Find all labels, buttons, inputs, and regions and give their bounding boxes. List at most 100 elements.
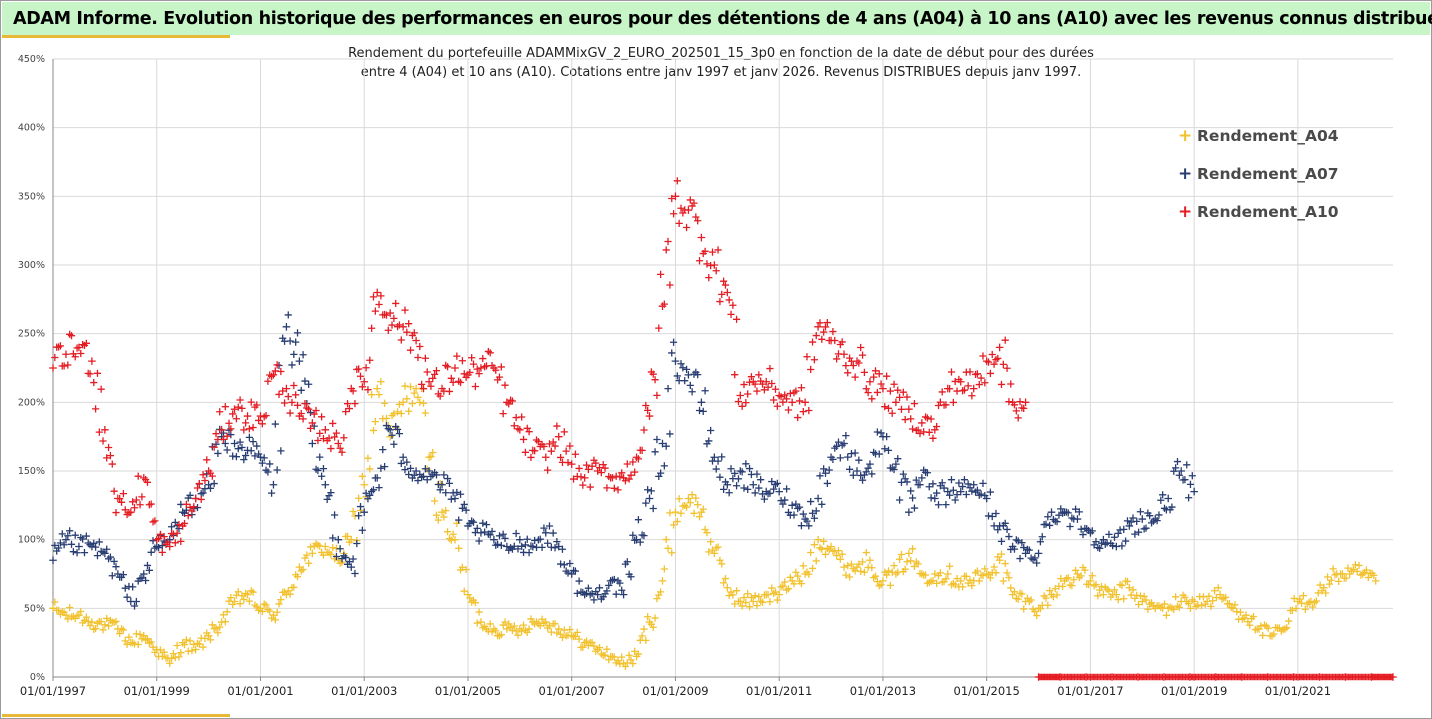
- y-tick-label: 300%: [18, 260, 45, 271]
- data-point: [71, 353, 79, 361]
- data-point: [981, 379, 989, 387]
- data-point: [795, 397, 804, 405]
- data-point: [883, 433, 891, 441]
- data-point: [657, 469, 665, 477]
- data-point: [896, 496, 904, 504]
- data-point: [727, 465, 735, 473]
- data-point: [540, 619, 548, 627]
- data-point: [871, 572, 880, 580]
- data-point: [821, 323, 830, 331]
- data-point: [1201, 600, 1209, 608]
- data-point: [582, 461, 591, 469]
- data-point: [1005, 398, 1013, 406]
- data-point: [979, 479, 987, 487]
- data-point: [744, 590, 752, 598]
- data-point: [777, 393, 785, 401]
- data-point: [810, 541, 818, 549]
- data-point: [532, 436, 541, 444]
- data-point: [758, 380, 767, 388]
- data-point: [92, 543, 100, 551]
- data-point: [230, 439, 239, 448]
- data-point: [432, 511, 441, 519]
- data-point: [1231, 601, 1239, 609]
- data-point: [453, 488, 461, 497]
- data-point: [93, 369, 102, 377]
- data-point: [962, 572, 970, 580]
- data-point: [597, 469, 605, 477]
- data-point: [1120, 595, 1128, 603]
- legend-marker-a10: +: [1178, 202, 1193, 222]
- data-point: [831, 336, 839, 345]
- data-point: [468, 354, 476, 362]
- data-point: [458, 563, 467, 571]
- data-point: [525, 428, 533, 436]
- data-point: [475, 369, 483, 378]
- data-point: [240, 595, 248, 604]
- data-point: [423, 368, 431, 376]
- data-point: [258, 420, 266, 428]
- data-point: [527, 615, 535, 623]
- data-point: [629, 660, 637, 668]
- data-point: [1292, 604, 1300, 613]
- data-point: [169, 530, 178, 538]
- data-point: [745, 464, 754, 473]
- data-point: [673, 372, 681, 380]
- data-point: [745, 378, 754, 386]
- data-point: [414, 353, 422, 362]
- data-point: [1123, 517, 1132, 525]
- data-point: [1059, 582, 1067, 591]
- data-point: [712, 267, 720, 275]
- data-point: [1260, 621, 1269, 629]
- data-point: [1110, 586, 1119, 594]
- data-point: [206, 636, 215, 644]
- data-point: [410, 389, 418, 397]
- data-point: [1327, 576, 1335, 584]
- data-point: [981, 565, 989, 573]
- data-point: [997, 380, 1006, 389]
- x-tick-label: 01/01/2021: [1265, 684, 1331, 698]
- data-point: [1136, 508, 1145, 516]
- data-point: [1001, 559, 1009, 568]
- data-point: [881, 403, 889, 411]
- data-point: [1355, 561, 1363, 570]
- data-point: [664, 385, 672, 393]
- data-point: [1316, 581, 1324, 589]
- data-point: [473, 365, 481, 373]
- data-point: [808, 564, 817, 573]
- data-point: [544, 466, 552, 474]
- data-point: [1021, 549, 1030, 558]
- data-point: [93, 619, 102, 627]
- data-point: [1323, 573, 1332, 581]
- data-point: [592, 647, 600, 655]
- data-point: [186, 491, 194, 499]
- data-point: [482, 521, 491, 529]
- data-point: [1025, 597, 1033, 606]
- data-point: [343, 400, 352, 408]
- data-point: [968, 582, 976, 590]
- data-point: [369, 486, 378, 494]
- data-point: [751, 592, 759, 600]
- data-point: [642, 401, 650, 410]
- data-point: [657, 270, 665, 278]
- data-point: [1014, 537, 1022, 545]
- data-point: [132, 496, 140, 504]
- data-point: [288, 361, 296, 369]
- data-point: [1094, 592, 1102, 600]
- data-point: [143, 478, 152, 486]
- data-point: [1042, 520, 1050, 528]
- x-tick-label: 01/01/2015: [954, 684, 1020, 698]
- data-point: [1144, 605, 1152, 613]
- data-point: [540, 524, 548, 532]
- data-point: [275, 390, 283, 399]
- data-point: [658, 577, 667, 585]
- header-title: ADAM Informe. Evolution historique des p…: [13, 9, 1432, 29]
- data-point: [103, 545, 111, 553]
- data-point: [910, 562, 919, 571]
- data-point: [675, 219, 683, 227]
- data-point: [903, 558, 911, 566]
- data-point: [490, 535, 498, 544]
- data-point: [1101, 540, 1109, 548]
- accent-bar-top: [2, 35, 230, 38]
- data-point: [479, 354, 487, 363]
- data-point: [351, 569, 359, 578]
